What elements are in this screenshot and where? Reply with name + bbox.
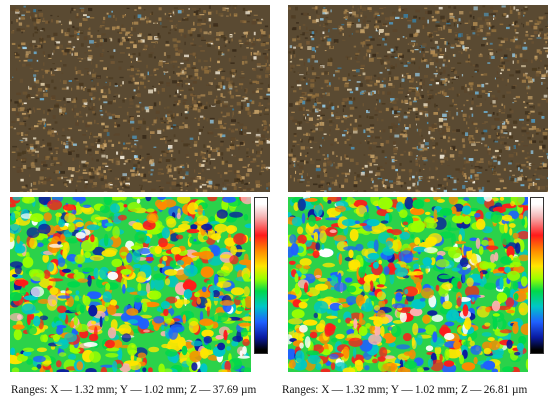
color-scale-left — [254, 197, 268, 354]
caption-left: Ranges: X — 1.32 mm; Y — 1.02 mm; Z — 37… — [11, 384, 257, 396]
height-map-left — [10, 197, 251, 372]
color-scale-right — [530, 197, 544, 354]
caption-right: Ranges: X — 1.32 mm; Y — 1.02 mm; Z — 26… — [282, 384, 528, 396]
height-map-right — [288, 197, 528, 372]
micrograph-left — [10, 5, 270, 192]
micrograph-right — [288, 5, 548, 192]
